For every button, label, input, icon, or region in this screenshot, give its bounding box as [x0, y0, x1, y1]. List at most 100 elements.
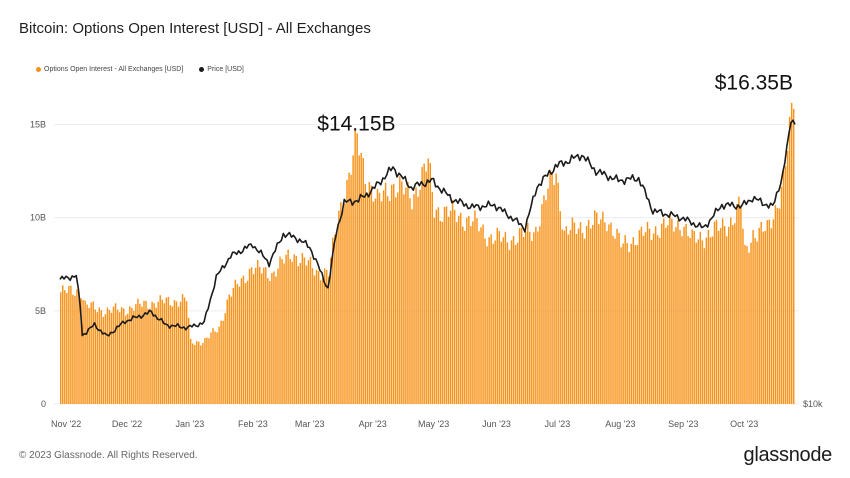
oi-bar — [547, 188, 549, 404]
oi-bar — [196, 341, 198, 404]
oi-bar — [598, 224, 600, 404]
oi-bar — [451, 200, 454, 404]
oi-bar — [165, 297, 168, 404]
oi-bar — [102, 316, 105, 404]
oi-bar — [269, 281, 271, 404]
oi-bar — [297, 266, 300, 404]
oi-bar — [204, 338, 206, 404]
oi-bar — [342, 209, 344, 404]
oi-bar — [127, 313, 129, 404]
oi-bar — [754, 238, 756, 404]
oi-bar — [149, 308, 151, 404]
oi-bar — [191, 343, 194, 404]
oi-bar — [415, 187, 417, 404]
oi-bar — [541, 204, 543, 404]
oi-bar — [462, 226, 464, 404]
oi-bar — [782, 170, 785, 404]
oi-bar — [299, 263, 302, 404]
oi-bar — [626, 243, 628, 404]
oi-bar — [589, 228, 592, 404]
oi-bar — [179, 301, 182, 404]
oi-bar — [78, 291, 80, 404]
oi-bar — [220, 320, 222, 404]
oi-bar — [610, 222, 612, 404]
oi-bar — [395, 197, 397, 404]
oi-bar — [602, 211, 604, 404]
oi-bar — [786, 150, 789, 404]
oi-bar — [358, 155, 360, 404]
legend-item-oi[interactable]: Options Open Interest - All Exchanges [U… — [36, 66, 183, 73]
x-tick-label: Jun '23 — [482, 419, 511, 429]
oi-bar — [283, 263, 285, 404]
oi-bar — [656, 235, 659, 404]
oi-bar — [281, 259, 283, 404]
oi-bar — [543, 195, 545, 404]
oi-bar — [699, 231, 702, 404]
oi-bar — [356, 133, 358, 404]
oi-bar — [549, 169, 551, 404]
oi-bar — [660, 223, 663, 404]
right-axis-label: $10k — [803, 399, 823, 409]
oi-bar — [236, 284, 239, 404]
oi-bar — [732, 225, 734, 404]
oi-bar — [145, 300, 147, 404]
oi-bar — [663, 218, 665, 404]
oi-bar — [323, 268, 326, 404]
oi-bar — [679, 230, 681, 404]
oi-bar — [238, 286, 241, 404]
oi-bar — [76, 289, 78, 404]
oi-bar — [413, 194, 415, 404]
oi-bar — [488, 237, 490, 404]
oi-bar — [409, 198, 411, 404]
oi-bar — [636, 245, 639, 404]
oi-bar — [612, 235, 614, 404]
oi-bar — [470, 226, 472, 404]
oi-bar — [569, 230, 572, 404]
oi-bar — [784, 166, 787, 404]
oi-bar — [707, 229, 710, 404]
oi-bar — [386, 196, 389, 404]
oi-bar — [248, 268, 251, 404]
oi-bar — [752, 230, 754, 404]
oi-bar — [652, 233, 655, 404]
oi-bar — [224, 313, 226, 404]
oi-bar — [240, 278, 243, 404]
oi-bar — [776, 207, 779, 404]
oi-bar — [524, 231, 527, 404]
oi-bar — [161, 299, 163, 404]
oi-bar — [177, 306, 180, 404]
oi-bar — [187, 317, 190, 404]
oi-bar — [62, 285, 64, 404]
annotations: $14.15B $16.35B — [317, 71, 793, 135]
oi-bar — [423, 163, 425, 404]
oi-bar — [551, 173, 553, 404]
oi-bar — [254, 267, 257, 404]
oi-bar — [305, 265, 308, 404]
oi-bar — [242, 275, 245, 404]
oi-bar — [287, 249, 289, 404]
oi-bar — [133, 310, 135, 404]
oi-bar — [738, 196, 740, 404]
y-axis: 0 5B 10B 15B $10k — [30, 120, 823, 409]
legend-item-price[interactable]: Price [USD] — [199, 66, 244, 73]
oi-bar — [768, 219, 771, 404]
oi-bar — [307, 260, 310, 404]
oi-bar — [319, 280, 322, 404]
oi-bar — [325, 269, 328, 404]
oi-bar — [443, 206, 446, 404]
oi-bar — [427, 158, 429, 404]
oi-bar — [721, 218, 724, 404]
oi-bar — [719, 227, 722, 404]
oi-bar — [498, 231, 501, 404]
price-line — [59, 119, 796, 337]
oi-bar — [403, 194, 405, 404]
oi-bar — [321, 278, 324, 404]
oi-bar — [214, 331, 216, 404]
x-tick-label: Jan '23 — [176, 419, 205, 429]
oi-bar — [129, 306, 131, 404]
oi-bar — [293, 254, 295, 404]
x-tick-label: Sep '23 — [668, 419, 698, 429]
oi-bar — [494, 240, 496, 404]
chart-legend: Options Open Interest - All Exchanges [U… — [36, 66, 244, 73]
brand-logo[interactable]: glassnode — [743, 444, 833, 466]
